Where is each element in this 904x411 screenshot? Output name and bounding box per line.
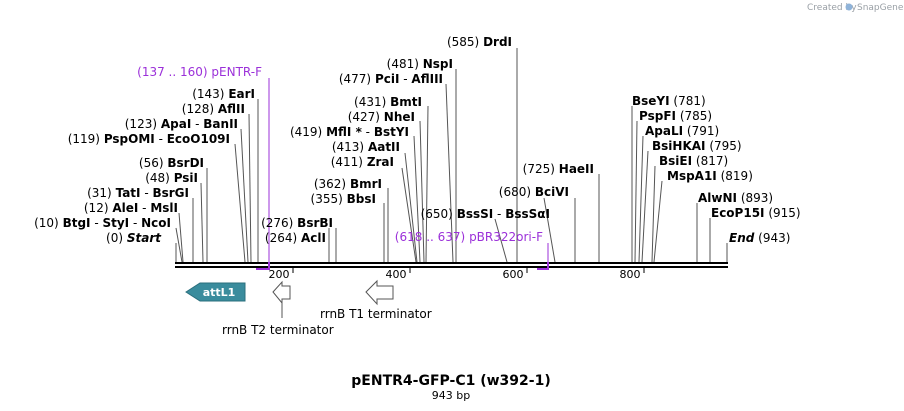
site-label-apai[interactable]: (123) ApaI - BanII bbox=[125, 117, 238, 131]
site-label-drdi[interactable]: (585) DrdI bbox=[447, 35, 512, 49]
site-label-nspi[interactable]: (481) NspI bbox=[387, 57, 453, 71]
tick-marks bbox=[292, 268, 645, 273]
site-label-apali[interactable]: ApaLI (791) bbox=[645, 124, 719, 138]
primer-mark-pbr322ori-f bbox=[537, 262, 549, 270]
rrnb-t1-arrow-icon[interactable] bbox=[365, 279, 394, 306]
line-alei bbox=[178, 212, 184, 263]
site-label-bbsi[interactable]: (355) BbsI bbox=[311, 192, 376, 206]
line-nhei bbox=[419, 120, 425, 263]
line-zrai bbox=[401, 167, 417, 263]
feature-attl1[interactable]: attL1 bbox=[185, 282, 246, 302]
primer-label-pbr322ori-f[interactable]: (618 .. 637) pBR322ori-F bbox=[395, 230, 543, 244]
site-label-bcivi[interactable]: (680) BciVI bbox=[499, 185, 569, 199]
site-label-tati[interactable]: (31) TatI - BsrGI bbox=[87, 186, 189, 200]
site-label-aatii[interactable]: (413) AatII bbox=[332, 140, 400, 154]
site-label-ecop15i[interactable]: EcoP15I (915) bbox=[711, 206, 801, 220]
credit-created-by: Created by bbox=[807, 3, 857, 13]
tick-label-800: 800 bbox=[620, 268, 641, 281]
line-afliii bbox=[248, 113, 252, 263]
line-psii bbox=[200, 182, 204, 263]
snapgene-logo-icon bbox=[845, 3, 853, 11]
site-label-bmri[interactable]: (362) BmrI bbox=[314, 177, 382, 191]
line-pspomi bbox=[234, 143, 246, 263]
site-label-nhei[interactable]: (427) NheI bbox=[348, 110, 415, 124]
line-bmti bbox=[425, 105, 429, 263]
line-pcii bbox=[445, 83, 454, 263]
attl1-arrow-icon[interactable] bbox=[185, 282, 246, 302]
line-aatii bbox=[404, 152, 418, 263]
site-label-pspomi[interactable]: (119) PspOMI - EcoO109I bbox=[68, 132, 230, 146]
feature-rrnb-t2[interactable]: rrnB T2 terminator bbox=[222, 280, 334, 337]
feature-rrnb-t1[interactable]: rrnB T1 terminator bbox=[320, 279, 432, 321]
feature-label-rrnb-t1: rrnB T1 terminator bbox=[320, 307, 432, 321]
site-label-btgi[interactable]: (10) BtgI - StyI - NcoI bbox=[34, 216, 171, 230]
site-label-bsihkai[interactable]: BsiHKAI (795) bbox=[652, 139, 742, 153]
site-label-bseyi[interactable]: BseYI (781) bbox=[632, 94, 706, 108]
line-bcivi bbox=[543, 197, 556, 263]
line-bsihkai bbox=[641, 150, 649, 263]
tick-label-200: 200 bbox=[269, 268, 290, 281]
tick-label-400: 400 bbox=[386, 268, 407, 281]
line-btgi bbox=[175, 227, 183, 263]
credit-brand: SnapGene bbox=[857, 3, 904, 13]
map-length: 943 bp bbox=[432, 389, 470, 402]
site-label-bsrbi[interactable]: (276) BsrBI bbox=[261, 216, 333, 230]
site-label-psii[interactable]: (48) PsiI bbox=[145, 171, 198, 185]
site-label-pspfi[interactable]: PspFI (785) bbox=[639, 109, 712, 123]
leader-lines bbox=[175, 48, 728, 263]
line-bsiei bbox=[651, 165, 656, 263]
feature-label-rrnb-t2: rrnB T2 terminator bbox=[222, 323, 334, 337]
line-pspfi bbox=[634, 120, 638, 263]
line-mfli bbox=[413, 135, 421, 263]
site-label-end[interactable]: End (943) bbox=[729, 231, 790, 245]
line-apali bbox=[638, 135, 644, 263]
site-label-mspa1i[interactable]: MspA1I (819) bbox=[667, 169, 753, 183]
site-label-haeii[interactable]: (725) HaeII bbox=[523, 162, 594, 176]
primer-mark-pentr-f bbox=[256, 262, 270, 270]
site-label-pcii[interactable]: (477) PciI - AflIII bbox=[339, 72, 443, 86]
line-apai bbox=[240, 128, 249, 263]
primer-label-pentr-f[interactable]: (137 .. 160) pENTR-F bbox=[137, 65, 262, 79]
site-label-acli[interactable]: (264) AclI bbox=[265, 231, 326, 245]
map-title: pENTR4-GFP-C1 (w392-1) bbox=[351, 373, 550, 389]
feature-label-attl1: attL1 bbox=[203, 286, 236, 299]
site-label-afliii[interactable]: (128) AflII bbox=[182, 102, 245, 116]
sequence-backbone bbox=[175, 262, 728, 268]
site-label-bsssi[interactable]: (650) BssSI - BssSαI bbox=[421, 207, 550, 221]
site-label-mfli[interactable]: (419) MflI * - BstYI bbox=[290, 125, 409, 139]
line-mspa1i bbox=[653, 180, 663, 263]
site-label-alei[interactable]: (12) AleI - MslI bbox=[84, 201, 178, 215]
site-label-start[interactable]: (0) Start bbox=[106, 231, 162, 245]
site-label-zrai[interactable]: (411) ZraI bbox=[331, 155, 394, 169]
site-label-bsrdi[interactable]: (56) BsrDI bbox=[139, 156, 204, 170]
site-label-bsiei[interactable]: BsiEI (817) bbox=[659, 154, 728, 168]
line-bsssi bbox=[494, 218, 508, 263]
rrnb-t2-arrow-icon[interactable] bbox=[272, 280, 291, 305]
site-label-bmti[interactable]: (431) BmtI bbox=[354, 95, 422, 109]
tick-label-600: 600 bbox=[503, 268, 524, 281]
site-label-eari[interactable]: (143) EarI bbox=[192, 87, 255, 101]
site-label-alwni[interactable]: AlwNI (893) bbox=[698, 191, 773, 205]
